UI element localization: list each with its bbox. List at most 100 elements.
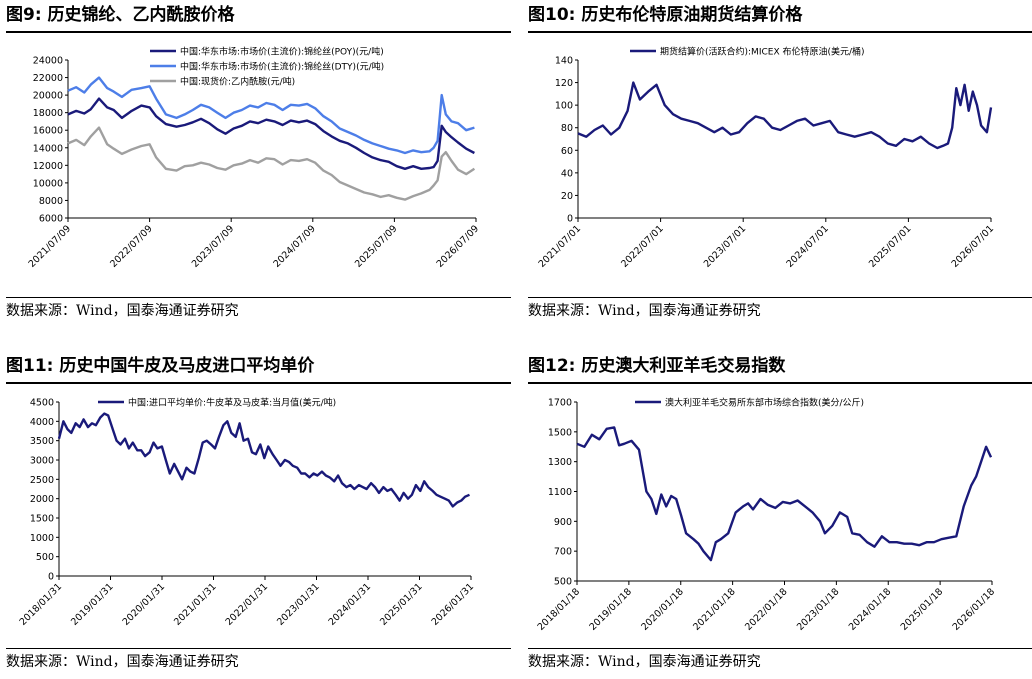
source-rule [528,297,1032,298]
x-tick-label: 2018/01/31 [18,581,65,628]
chart-fig11: 0 500 1000 1500 2000 2500 3000 3500 4000 4500 2018… [18,397,477,628]
y-tick-label: 140 [555,56,573,67]
y-tick-label: 3500 [30,436,54,447]
chart-fig12: 500 700 900 1100 1300 1500 1700 2018/01/18 2019/… [536,397,998,633]
x-tick-label: 2021/01/18 [691,586,738,633]
y-tick-label: 120 [555,78,573,89]
y-tick-label: 6000 [39,214,63,225]
y-tick-label: 20 [561,191,573,202]
title-rule [528,31,1032,33]
y-tick-label: 1500 [30,514,54,525]
chart-fig9: 6000 8000 10000 12000 14000 16000 18000 20000 22… [27,46,482,270]
x-tick-label: 2018/01/18 [536,586,583,633]
y-tick-label: 700 [554,547,572,558]
y-tick-label: 4500 [30,398,54,409]
y-tick-label: 24000 [33,56,63,67]
y-tick-label: 1500 [548,427,572,438]
x-tick-label: 2025/07/09 [353,223,400,270]
title-rule [6,382,511,384]
y-tick-label: 3000 [30,456,54,467]
x-tick-label: 2025/01/31 [378,581,425,628]
y-tick-label: 14000 [33,143,63,154]
source-rule [528,648,1032,649]
series-line-1 [577,81,993,150]
y-tick-label: 900 [554,517,572,528]
y-tick-label: 10000 [33,178,63,189]
y-tick-label: 22000 [33,73,63,84]
y-tick-label: 8000 [39,196,63,207]
x-tick-label: 2023/01/31 [275,581,322,628]
series-line-1 [576,426,993,562]
source-rule [6,297,511,298]
x-tick-label: 2019/01/31 [69,581,116,628]
legend-entry: 期货结算价(活跃合约):MICEX 布伦特原油(美元/桶) [660,46,865,58]
x-tick-label: 2024/07/09 [271,223,318,270]
panel-fig12: 图12: 历史澳大利亚羊毛交易指数 500 700 900 1100 1300 1500 1… [528,351,1032,679]
x-tick-label: 2021/01/31 [172,581,219,628]
y-tick-label: 20000 [33,91,63,102]
panel-fig10: 图10: 历史布伦特原油期货结算价格 0 20 40 60 80 100 120 140 202… [528,0,1032,330]
x-tick-label: 2025/01/18 [899,586,946,633]
chart-title: 图12: 历史澳大利亚羊毛交易指数 [528,356,786,376]
x-tick-label: 2023/07/09 [190,223,237,270]
y-tick-label: 18000 [33,108,63,119]
series-line-1 [57,412,470,508]
panel-fig9: 图9: 历史锦纶、乙内酰胺价格 6000 8000 10000 12000 14000 1… [6,0,511,330]
chart-fig10: 0 20 40 60 80 100 120 140 2021/07/01 2022/07/01 20… [537,46,997,270]
x-tick-label: 2022/07/01 [619,223,666,270]
data-source: 数据来源：Wind，国泰海通证券研究 [6,654,239,670]
source-rule [6,648,511,649]
x-tick-label: 2021/07/01 [537,223,584,270]
y-tick-label: 500 [36,552,54,563]
y-tick-label: 100 [555,101,573,112]
y-tick-label: 60 [561,146,573,157]
x-tick-label: 2023/01/18 [795,586,842,633]
y-tick-label: 16000 [33,126,63,137]
x-tick-label: 2022/07/09 [108,223,155,270]
series-line-3 [67,126,476,201]
data-source: 数据来源：Wind，国泰海通证券研究 [528,654,761,670]
x-tick-label: 2025/07/01 [867,223,914,270]
y-tick-label: 500 [554,577,572,588]
y-tick-label: 2000 [30,494,54,505]
x-tick-label: 2019/01/18 [587,586,634,633]
x-tick-label: 2026/07/01 [950,223,997,270]
y-tick-label: 0 [48,572,54,583]
x-tick-label: 2024/01/31 [327,581,374,628]
x-tick-label: 2020/01/18 [639,586,686,633]
x-tick-label: 2022/01/31 [224,581,271,628]
y-tick-label: 0 [567,214,573,225]
y-tick-label: 80 [561,123,573,134]
x-tick-label: 2021/07/09 [27,223,74,270]
data-source: 数据来源：Wind，国泰海通证券研究 [528,303,761,319]
y-tick-label: 12000 [33,161,63,172]
y-tick-label: 4000 [30,417,54,428]
chart-title: 图10: 历史布伦特原油期货结算价格 [528,5,803,25]
chart-title: 图11: 历史中国牛皮及马皮进口平均单价 [6,356,315,376]
x-tick-label: 2026/01/18 [951,586,998,633]
y-tick-label: 40 [561,168,573,179]
chart-title: 图9: 历史锦纶、乙内酰胺价格 [6,5,235,25]
title-rule [528,382,1032,384]
y-tick-label: 1300 [548,457,572,468]
legend-entry: 中国:华东市场:市场价(主流价):锦纶丝(DTY)(元/吨) [180,61,384,73]
legend-entry: 中国:进口平均单价:牛皮革及马皮革:当月值(美元/吨) [128,397,336,409]
x-tick-label: 2024/01/18 [847,586,894,633]
x-tick-label: 2026/01/31 [430,581,477,628]
x-tick-label: 2020/01/31 [121,581,168,628]
y-tick-label: 2500 [30,475,54,486]
series-line-2 [67,76,475,155]
y-tick-label: 1100 [548,487,572,498]
legend-entry: 中国:现货价:乙内酰胺(元/吨) [180,76,295,88]
legend-entry: 澳大利亚羊毛交易所东部市场综合指数(美分/公斤) [665,397,864,409]
y-tick-label: 1700 [548,398,572,409]
series-line-1 [67,97,475,171]
title-rule [6,31,511,33]
x-tick-label: 2026/07/09 [435,223,482,270]
panel-fig11: 图11: 历史中国牛皮及马皮进口平均单价 0 500 1000 1500 2000 250… [6,351,511,679]
x-tick-label: 2024/07/01 [784,223,831,270]
data-source: 数据来源：Wind，国泰海通证券研究 [6,303,239,319]
x-tick-label: 2023/07/01 [702,223,749,270]
legend-entry: 中国:华东市场:市场价(主流价):锦纶丝(POY)(元/吨) [180,46,384,58]
x-tick-label: 2022/01/18 [743,586,790,633]
